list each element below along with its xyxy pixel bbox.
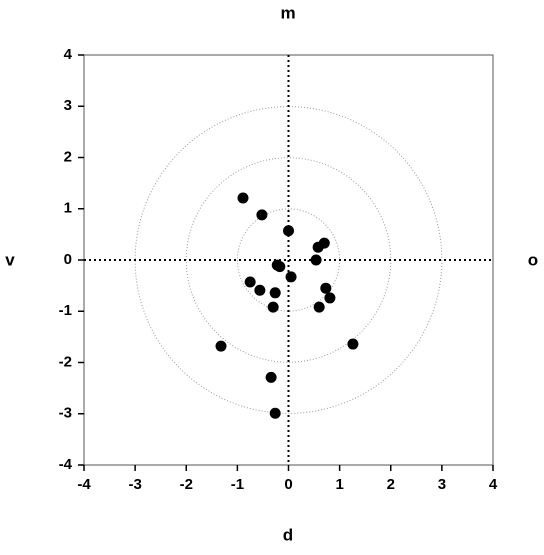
x-tick-label: 0: [284, 476, 292, 493]
right-label: o: [528, 250, 538, 269]
x-tick-label: 3: [438, 476, 446, 493]
point: [347, 338, 359, 350]
point: [274, 261, 286, 273]
top-label: m: [280, 3, 295, 22]
x-tick-label: -4: [77, 476, 91, 493]
point: [237, 192, 249, 204]
point: [254, 284, 266, 296]
x-tick-label: 2: [387, 476, 395, 493]
y-tick-label: 0: [64, 251, 72, 268]
point: [267, 301, 279, 313]
point: [256, 209, 268, 221]
point: [320, 282, 332, 294]
point: [215, 340, 227, 352]
x-tick-label: -3: [128, 476, 141, 493]
reference-ring: [134, 106, 443, 414]
x-tick-label: 4: [489, 476, 498, 493]
left-label: v: [5, 250, 15, 269]
bottom-label: d: [283, 525, 293, 544]
y-tick-label: 4: [64, 46, 73, 63]
point: [285, 271, 297, 283]
y-tick-label: 3: [64, 97, 72, 114]
x-tick-label: -2: [180, 476, 193, 493]
point: [244, 276, 256, 288]
point: [318, 237, 330, 249]
y-tick-label: -1: [59, 302, 72, 319]
point: [313, 301, 325, 313]
point: [324, 292, 336, 304]
point: [283, 225, 294, 237]
y-tick-label: -2: [59, 353, 72, 370]
y-tick-label: -4: [59, 456, 73, 473]
y-tick-label: 1: [64, 200, 72, 217]
y-tick-label: -3: [59, 405, 72, 422]
point: [265, 371, 277, 383]
x-tick-label: -1: [231, 476, 244, 493]
point: [310, 254, 322, 266]
point: [269, 287, 281, 299]
point: [269, 407, 281, 419]
x-tick-label: 1: [335, 476, 343, 493]
y-tick-label: 2: [64, 148, 72, 165]
